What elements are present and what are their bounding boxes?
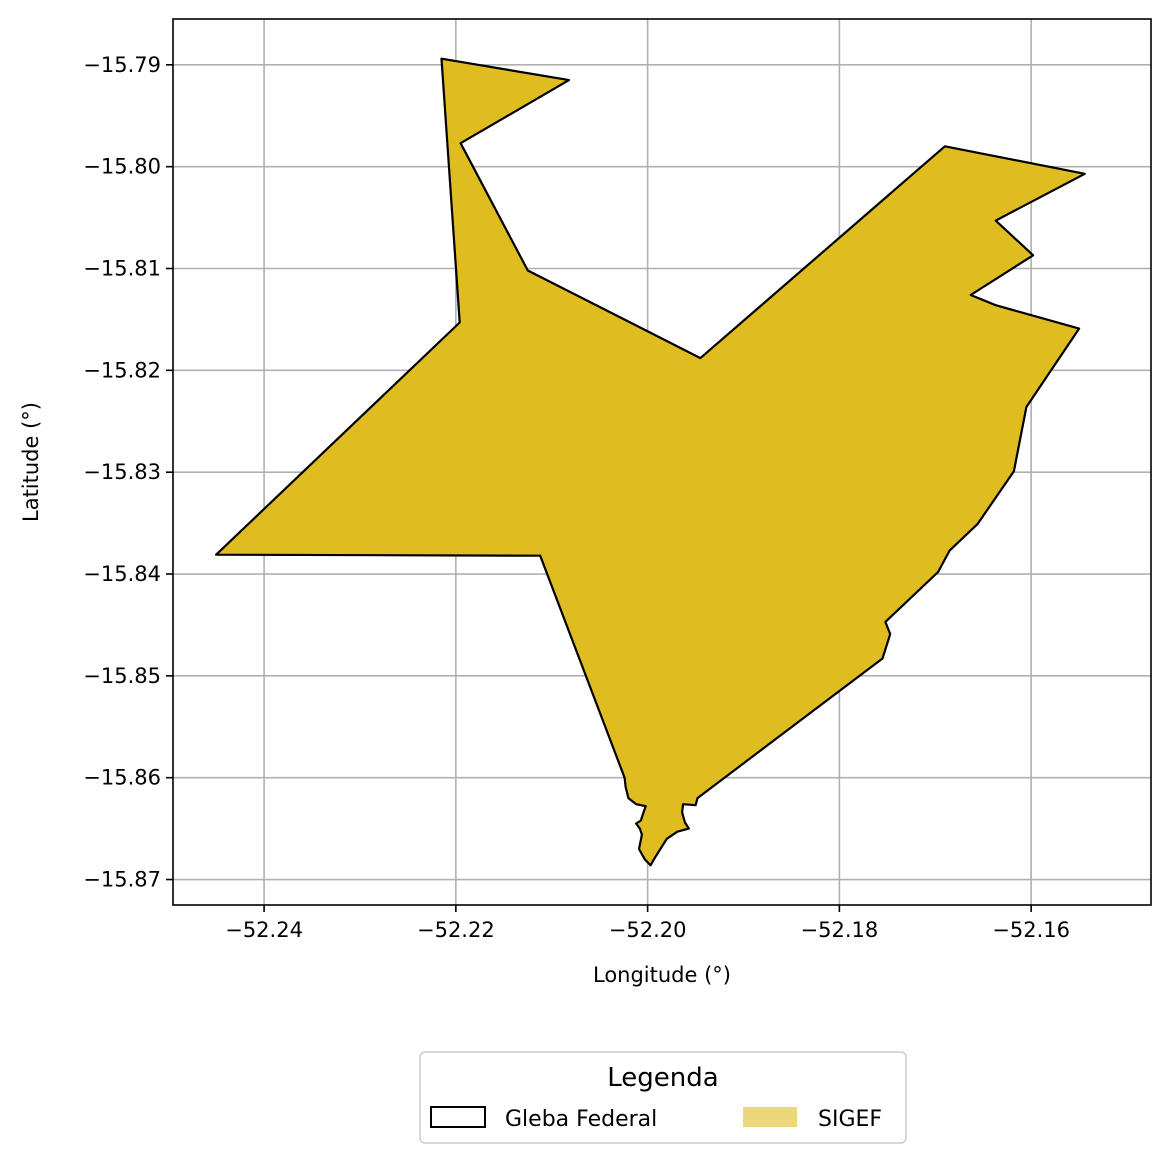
x-tick-label: −52.18 (801, 918, 879, 942)
gleba-federal-outline (215, 57, 1086, 867)
y-tick-label: −15.81 (83, 257, 161, 281)
plot-area: −52.24 −52.22 −52.20 −52.18 −52.16 −15.79 −15.… (83, 18, 1152, 942)
legend-sigef-swatch (743, 1107, 797, 1127)
axes-frame (172, 18, 1152, 906)
legend-title: Legenda (607, 1063, 718, 1093)
legend-sigef-label: SIGEF (818, 1107, 882, 1132)
legend-gleba-federal-swatch (430, 1106, 486, 1128)
y-axis-label: Latitude (°) (19, 402, 43, 522)
y-tick-label: −15.84 (83, 562, 161, 586)
sigef-area-polygon (216, 58, 1085, 866)
axis-ticks: −52.24 −52.22 −52.20 −52.18 −52.16 −15.79 −15.… (83, 53, 1070, 942)
y-tick-label: −15.79 (83, 53, 161, 77)
y-tick-label: −15.80 (83, 155, 161, 179)
x-tick-label: −52.20 (609, 918, 687, 942)
x-tick-label: −52.24 (225, 918, 303, 942)
y-tick-label: −15.83 (83, 460, 161, 484)
legend: Legenda Gleba Federal SIGEF (419, 1051, 907, 1144)
x-axis-label: Longitude (°) (593, 963, 731, 987)
legend-gleba-federal-label: Gleba Federal (505, 1107, 657, 1132)
y-tick-label: −15.85 (83, 664, 161, 688)
y-tick-label: −15.87 (83, 868, 161, 892)
y-tick-label: −15.86 (83, 766, 161, 790)
x-tick-label: −52.16 (992, 918, 1070, 942)
y-tick-label: −15.82 (83, 358, 161, 382)
x-tick-label: −52.22 (417, 918, 495, 942)
